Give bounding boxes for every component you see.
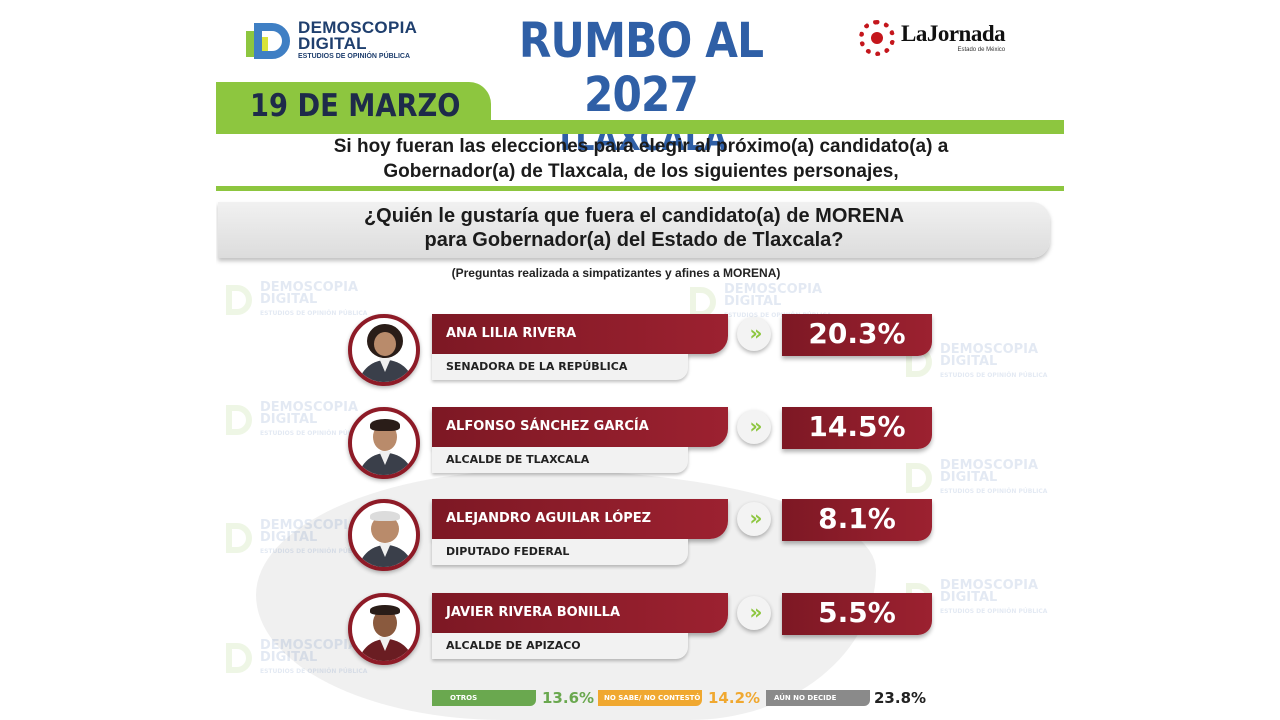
candidate-role: ALCALDE DE APIZACO: [446, 639, 581, 652]
footer-stat-aun-no-decide: AÚN NO DECIDE 23.8%: [766, 688, 931, 708]
footer-stat-value: 13.6%: [542, 689, 595, 707]
footer-stat-no-sabe: NO SABE/ NO CONTESTÓ 14.2%: [598, 688, 763, 708]
candidate-role: DIPUTADO FEDERAL: [446, 545, 570, 558]
candidate-photo: [348, 407, 420, 479]
double-chevron-right-icon: »: [737, 502, 771, 536]
question-line-1: ¿Quién le gustaría que fuera el candidat…: [363, 205, 905, 227]
logo-tagline: ESTUDIOS DE OPINIÓN PÚBLICA: [298, 53, 411, 60]
logo-line-1: DEMOSCOPIA: [298, 18, 418, 37]
candidate-percentage: 14.5%: [808, 410, 906, 443]
logo-line-2: DIGITAL: [298, 34, 367, 53]
candidate-name: ANA LILIA RIVERA: [446, 326, 577, 341]
candidate-role: SENADORA DE LA REPÚBLICA: [446, 360, 628, 373]
candidate-row: ALEJANDRO AGUILAR LÓPEZ DIPUTADO FEDERAL…: [348, 499, 938, 579]
date-banner: 19 DE MARZO: [216, 82, 1066, 134]
divider: [216, 186, 1064, 191]
candidate-percentage: 5.5%: [818, 596, 896, 629]
candidate-name-bar: ALFONSO SÁNCHEZ GARCÍA: [432, 407, 728, 447]
double-chevron-right-icon: »: [737, 596, 771, 630]
candidate-name: ALEJANDRO AGUILAR LÓPEZ: [446, 511, 652, 526]
candidate-percentage: 20.3%: [808, 317, 906, 350]
demoscopia-digital-logo: DEMOSCOPIA DIGITAL ESTUDIOS DE OPINIÓN P…: [246, 18, 418, 62]
candidate-role-bar: ALCALDE DE APIZACO: [432, 633, 688, 659]
candidate-photo: [348, 314, 420, 386]
candidate-photo: [348, 593, 420, 665]
poll-date: 19 DE MARZO: [250, 88, 461, 124]
candidate-name-bar: ANA LILIA RIVERA: [432, 314, 728, 354]
candidate-name: JAVIER RIVERA BONILLA: [446, 605, 621, 620]
candidate-percentage-box: 5.5%: [782, 593, 932, 635]
demoscopia-d-icon: [246, 21, 290, 61]
page-title: RUMBO AL 2027: [518, 13, 764, 123]
la-jornada-logo: LaJornada Estado de México: [859, 20, 1006, 56]
question-box: ¿Quién le gustaría que fuera el candidat…: [218, 202, 1050, 258]
candidate-name-bar: JAVIER RIVERA BONILLA: [432, 593, 728, 633]
candidate-percentage: 8.1%: [818, 502, 896, 535]
candidate-name-bar: ALEJANDRO AGUILAR LÓPEZ: [432, 499, 728, 539]
candidate-percentage-box: 20.3%: [782, 314, 932, 356]
intro-text: Si hoy fueran las elecciones para elegir…: [216, 134, 1066, 184]
la-jornada-sun-icon: [859, 20, 895, 56]
footer-stat-otros: OTROS 13.6%: [432, 688, 595, 708]
candidate-role-bar: SENADORA DE LA REPÚBLICA: [432, 354, 688, 380]
candidate-row: ANA LILIA RIVERA SENADORA DE LA REPÚBLIC…: [348, 314, 938, 394]
footer-stat-label: AÚN NO DECIDE: [766, 690, 870, 706]
intro-line-1: Si hoy fueran las elecciones para elegir…: [333, 136, 949, 157]
candidate-role: ALCALDE DE TLAXCALA: [446, 453, 590, 466]
candidate-row: ALFONSO SÁNCHEZ GARCÍA ALCALDE DE TLAXCA…: [348, 407, 938, 487]
footer-stat-label: NO SABE/ NO CONTESTÓ: [598, 690, 702, 706]
footer-stat-value: 23.8%: [874, 689, 927, 707]
candidate-role-bar: DIPUTADO FEDERAL: [432, 539, 688, 565]
double-chevron-right-icon: »: [737, 410, 771, 444]
la-jornada-name: LaJornada: [901, 21, 1006, 46]
candidate-percentage-box: 14.5%: [782, 407, 932, 449]
candidate-role-bar: ALCALDE DE TLAXCALA: [432, 447, 688, 473]
question-line-2: para Gobernador(a) del Estado de Tlaxcal…: [424, 229, 844, 251]
question-note: (Preguntas realizada a simpatizantes y a…: [451, 266, 781, 280]
candidate-photo: [348, 499, 420, 571]
double-chevron-right-icon: »: [737, 317, 771, 351]
footer-stat-label: OTROS: [432, 690, 536, 706]
candidate-percentage-box: 8.1%: [782, 499, 932, 541]
candidate-row: JAVIER RIVERA BONILLA ALCALDE DE APIZACO…: [348, 593, 938, 673]
footer-stat-value: 14.2%: [708, 689, 761, 707]
la-jornada-sub: Estado de México: [957, 47, 1006, 53]
intro-line-2: Gobernador(a) de Tlaxcala, de los siguie…: [383, 161, 899, 182]
poll-infographic: DEMOSCOPIA DIGITAL ESTUDIOS DE OPINIÓN PÚB…: [216, 0, 1066, 720]
candidate-name: ALFONSO SÁNCHEZ GARCÍA: [446, 419, 649, 434]
